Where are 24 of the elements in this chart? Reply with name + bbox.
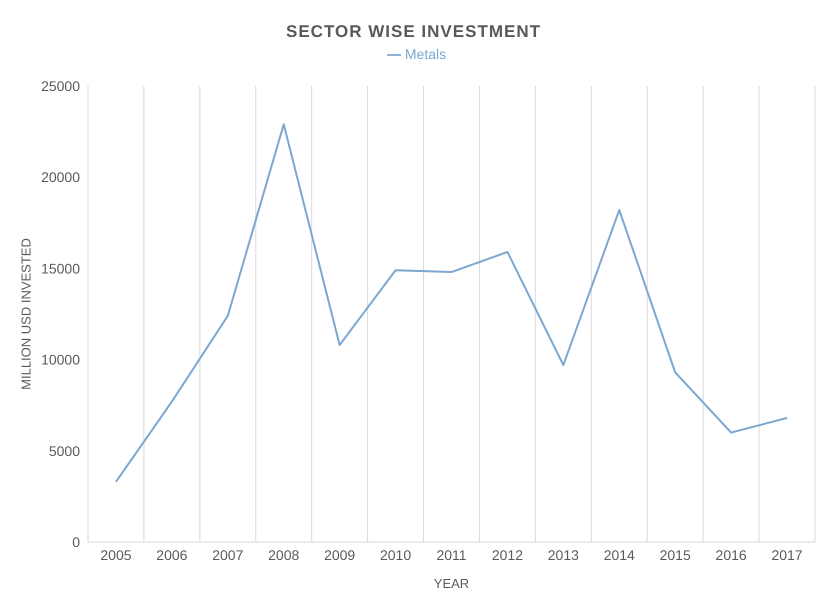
legend-label: Metals <box>404 46 446 62</box>
x-tick-label: 2005 <box>100 546 132 563</box>
x-tick-label: 2017 <box>771 546 803 563</box>
y-tick-label: 5000 <box>48 442 80 459</box>
line-series <box>114 123 788 483</box>
y-tick-label: 0 <box>72 534 80 550</box>
x-axis-title: YEAR <box>434 576 470 591</box>
x-tick-label: 2009 <box>324 546 356 563</box>
x-tick-label: 2016 <box>716 546 747 563</box>
x-tick-label: 2008 <box>268 546 300 563</box>
x-tick-label: 2012 <box>492 546 524 563</box>
x-tick-label: 2014 <box>604 546 636 563</box>
y-tick-label: 15000 <box>41 260 80 276</box>
x-tick-label: 2007 <box>212 546 244 563</box>
x-tick-label: 2013 <box>548 546 580 563</box>
chart-title: SECTOR WISE INVESTMENT <box>285 21 542 42</box>
y-tick-label: 20000 <box>41 169 80 186</box>
y-tick-label: 25000 <box>41 78 80 94</box>
y-tick-label: 10000 <box>41 352 80 368</box>
x-tick-label: 2011 <box>436 546 467 563</box>
x-tick-label: 2006 <box>156 546 188 563</box>
x-tick-label: 2010 <box>380 546 412 563</box>
y-axis-title: MILLION USD INVESTED <box>18 238 34 390</box>
x-tick-label: 2015 <box>660 546 691 563</box>
